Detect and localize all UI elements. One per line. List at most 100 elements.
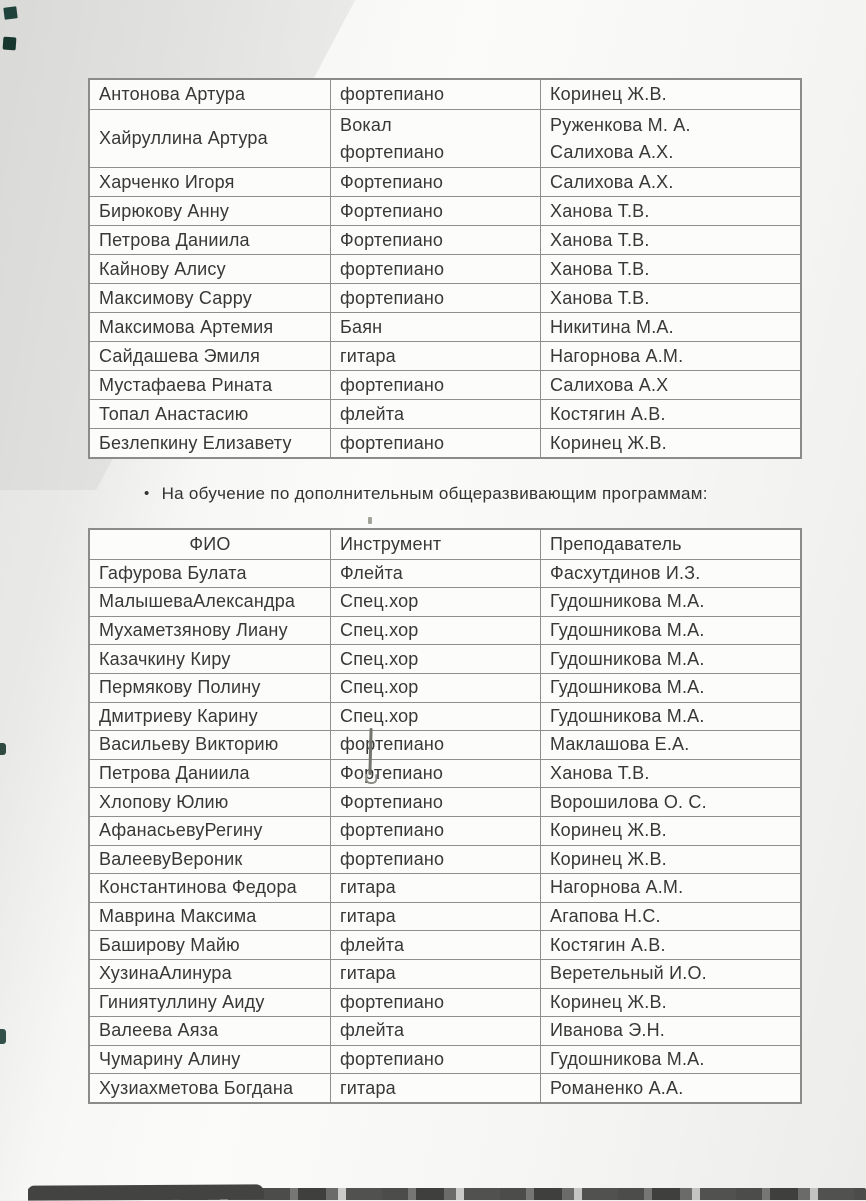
table-cell: ХузинаАлинура	[90, 958, 330, 988]
instrument: флейта	[340, 1020, 405, 1041]
table-cell: Нагорнова А.М.	[540, 341, 800, 370]
table-cell: Топал Анастасию	[90, 399, 330, 428]
table-cell: Ханова Т.В.	[540, 254, 800, 283]
teacher-name: Коринец Ж.В.	[550, 820, 667, 841]
instrument: фортепиано	[340, 141, 445, 162]
table-cell: флейта	[330, 1016, 540, 1045]
table-cell: Хайруллина Артура	[90, 109, 330, 167]
instrument: фортепиано	[340, 287, 445, 308]
table-cell: Иванова Э.Н.	[540, 1016, 800, 1045]
teacher-name: Руженкова М. А.	[550, 114, 691, 135]
student-name: Петрова Даниила	[99, 229, 250, 250]
student-name: Дмитриеву Карину	[99, 705, 258, 726]
table-cell: Петрова Даниила	[90, 758, 330, 788]
instrument: Спец.хор	[340, 677, 419, 698]
table-cell: Нагорнова А.М.	[540, 873, 800, 902]
table-cell: Максимову Сарру	[90, 283, 330, 312]
instrument: флейта	[340, 403, 405, 424]
table-cell: Спец.хор	[330, 644, 540, 673]
table-cell: Безлепкину Елизавету	[90, 428, 330, 457]
table-cell: Ворошилова О. С.	[540, 787, 800, 816]
table-cell: фортепиано	[330, 815, 540, 845]
table-cell: фортепиано	[330, 730, 540, 759]
bullet-text: На обучение по дополнительным общеразвив…	[161, 484, 708, 503]
table-cell: Костягин А.В.	[540, 399, 800, 428]
student-name: Пермякову Полину	[99, 677, 261, 698]
table-cell: Ханова Т.В.	[540, 283, 800, 312]
table-cell: Чумарину Алину	[90, 1044, 330, 1074]
table-cell: Баян	[330, 312, 540, 341]
column-header: ФИО	[189, 533, 231, 554]
table-cell: фортепиано	[330, 844, 540, 874]
scan-artifact-bottom-edge	[28, 1188, 866, 1200]
teacher-name: Костягин А.В.	[550, 934, 666, 955]
table-cell: Максимова Артемия	[90, 312, 330, 341]
student-name: ХузинаАлинура	[99, 963, 232, 984]
scan-edge-mark-artifact	[0, 743, 6, 755]
table-cell: Бирюкову Анну	[90, 196, 330, 225]
instrument: фортепиано	[340, 374, 445, 395]
student-name: Максимова Артемия	[99, 316, 274, 337]
table-cell: Маклашова Е.А.	[540, 730, 800, 759]
instrument: Флейта	[340, 562, 403, 583]
instrument: Фортепиано	[340, 200, 444, 221]
teacher-name: Костягин А.В.	[550, 403, 666, 424]
table-cell: Фортепиано	[330, 225, 540, 254]
teacher-name: Коринец Ж.В.	[550, 84, 667, 104]
table-cell: Агапова Н.С.	[540, 901, 800, 931]
table-cell: Хузиахметова Богдана	[90, 1073, 330, 1102]
student-name: Гиниятуллину Аиду	[99, 991, 265, 1012]
table-cell: Коринец Ж.В.	[540, 428, 800, 457]
enrolled-students-table: Антонова Артура фортепиано Коринец Ж.В. Хай…	[88, 78, 802, 459]
table-cell: Мухаметзянову Лиану	[90, 615, 330, 645]
instrument: Баян	[340, 316, 383, 337]
table-cell: Веретельный И.О.	[540, 958, 800, 988]
instrument: Вокал	[340, 114, 392, 135]
teacher-name: Салихова А.Х	[550, 374, 669, 395]
table-cell: Валеева Аяза	[90, 1016, 330, 1045]
table-cell: Гудошникова М.А.	[540, 701, 800, 731]
table-cell: Хлопову Юлию	[90, 787, 330, 816]
table-cell: Ханова Т.В.	[540, 758, 800, 788]
table-cell: Коринец Ж.В.	[540, 80, 800, 109]
table-cell: Дмитриеву Карину	[90, 701, 330, 731]
table-cell: Мустафаева Рината	[90, 370, 330, 399]
teacher-name: Ворошилова О. С.	[550, 791, 707, 812]
instrument: гитара	[340, 345, 396, 366]
student-name: Сайдашева Эмиля	[99, 345, 261, 366]
table-cell: Баширову Майю	[90, 930, 330, 959]
table-cell: Пермякову Полину	[90, 672, 330, 702]
instrument: Спец.хор	[340, 648, 419, 669]
teacher-name: Гудошникова М.А.	[550, 620, 705, 641]
table-cell: Гудошникова М.А.	[540, 672, 800, 702]
scan-edge-mark-artifact	[0, 1029, 6, 1044]
table-cell: Спец.хор	[330, 587, 540, 616]
student-name: Константинова Федора	[99, 877, 297, 898]
table-cell: Харченко Игоря	[90, 167, 330, 196]
teacher-name: Веретельный И.О.	[550, 963, 707, 984]
table-cell: Гиниятуллину Аиду	[90, 987, 330, 1017]
teacher-name: Коринец Ж.В.	[550, 432, 667, 453]
table-cell: фортепиано	[330, 283, 540, 312]
teacher-name: Нагорнова А.М.	[550, 877, 684, 898]
teacher-name: Гудошникова М.А.	[550, 591, 705, 612]
table-cell: Петрова Даниила	[90, 225, 330, 254]
instrument: Спец.хор	[340, 591, 419, 612]
table-cell: Коринец Ж.В.	[540, 844, 800, 874]
instrument: Фортепиано	[340, 229, 444, 250]
instrument: Спец.хор	[340, 620, 419, 641]
table-cell: Никитина М.А.	[540, 312, 800, 341]
table-cell: флейта	[330, 930, 540, 959]
instrument: фортепиано	[340, 820, 445, 841]
table-cell: Коринец Ж.В.	[540, 987, 800, 1017]
teacher-name: Ханова Т.В.	[550, 258, 650, 279]
table-cell: Салихова А.Х	[540, 370, 800, 399]
teacher-name: Салихова А.Х.	[550, 141, 674, 162]
instrument: фортепиано	[340, 1048, 445, 1069]
student-name: Мустафаева Рината	[99, 374, 273, 395]
scan-corner-mark-artifact	[2, 36, 17, 51]
table-cell: флейта	[330, 399, 540, 428]
student-name: Хайруллина Артура	[99, 128, 268, 148]
student-name: Бирюкову Анну	[99, 200, 230, 221]
